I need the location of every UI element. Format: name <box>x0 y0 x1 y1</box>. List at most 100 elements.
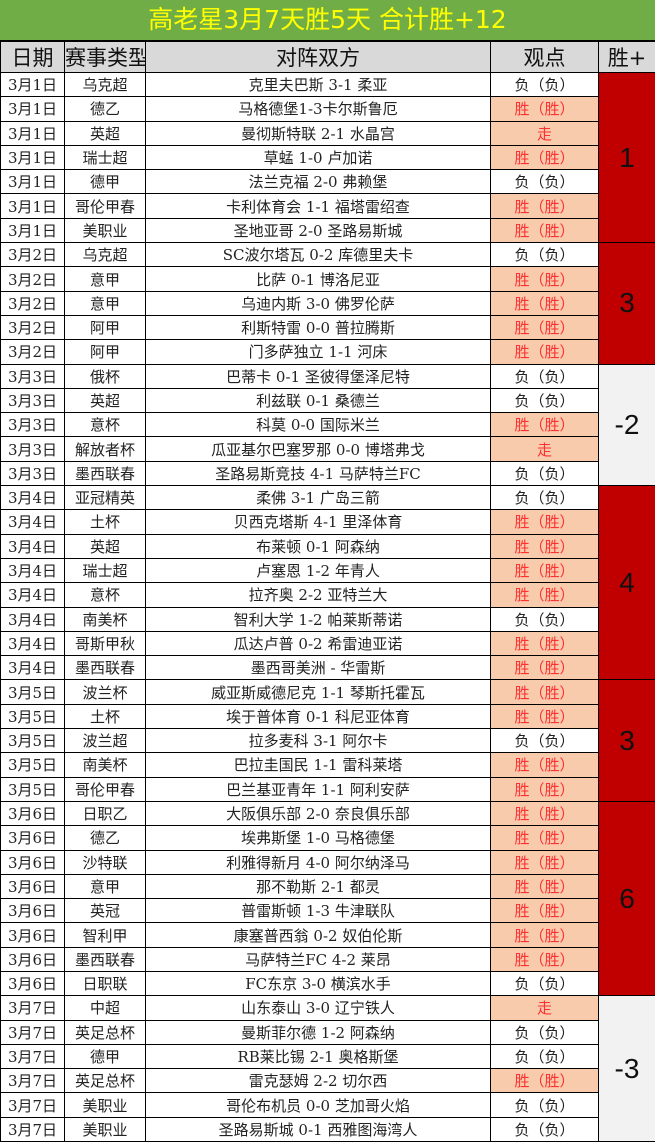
match-cell: 利斯特雷 0-0 普拉腾斯 <box>146 315 491 339</box>
match-cell: 圣路易斯竞技 4-1 马萨特兰FC <box>146 461 491 485</box>
pick-cell: 胜（胜） <box>491 680 599 704</box>
pick-cell: 负（负） <box>491 1044 599 1068</box>
date-cell: 3月6日 <box>1 947 65 971</box>
table-row: 3月6日日职乙大阪俱乐部 2-0 奈良俱乐部胜（胜）6 <box>1 801 655 825</box>
table-row: 3月6日意甲那不勒斯 2-1 都灵胜（胜） <box>1 874 655 898</box>
pick-cell: 胜（胜） <box>491 899 599 923</box>
pick-cell: 胜（胜） <box>491 583 599 607</box>
match-cell: FC东京 3-0 横滨水手 <box>146 971 491 995</box>
table-row: 3月4日土杯贝西克塔斯 4-1 里泽体育胜（胜） <box>1 510 655 534</box>
date-cell: 3月5日 <box>1 680 65 704</box>
table-row: 3月5日哥伦甲春巴兰基亚青年 1-1 阿利安萨胜（胜） <box>1 777 655 801</box>
pick-cell: 胜（胜） <box>491 145 599 169</box>
pick-cell: 负（负） <box>491 461 599 485</box>
league-cell: 智利甲 <box>65 923 146 947</box>
pick-cell: 胜（胜） <box>491 218 599 242</box>
league-cell: 墨西联春 <box>65 461 146 485</box>
match-cell: 布莱顿 0-1 阿森纳 <box>146 534 491 558</box>
pick-cell: 胜（胜） <box>491 923 599 947</box>
date-cell: 3月6日 <box>1 826 65 850</box>
match-cell: 草蜢 1-0 卢加诺 <box>146 145 491 169</box>
pick-cell: 胜（胜） <box>491 874 599 898</box>
table-row: 3月2日阿甲门多萨独立 1-1 河床胜（胜） <box>1 340 655 364</box>
league-cell: 哥斯甲秋 <box>65 631 146 655</box>
pick-cell: 胜（胜） <box>491 291 599 315</box>
pick-cell: 走 <box>491 121 599 145</box>
pick-cell: 胜（胜） <box>491 510 599 534</box>
table-row: 3月7日美职业圣路易斯城 0-1 西雅图海湾人负（负） <box>1 1117 655 1141</box>
league-cell: 波兰杯 <box>65 680 146 704</box>
league-cell: 哥伦甲春 <box>65 194 146 218</box>
table-row: 3月1日英超曼彻斯特联 2-1 水晶宫走 <box>1 121 655 145</box>
match-cell: 曼彻斯特联 2-1 水晶宫 <box>146 121 491 145</box>
date-cell: 3月6日 <box>1 801 65 825</box>
table-row: 3月7日英足总杯曼斯菲尔德 1-2 阿森纳负（负） <box>1 1020 655 1044</box>
day-total-cell: 3 <box>599 680 655 801</box>
pick-cell: 胜（胜） <box>491 558 599 582</box>
date-cell: 3月5日 <box>1 753 65 777</box>
table-row: 3月4日南美杯智利大学 1-2 帕莱斯蒂诺负（负） <box>1 607 655 631</box>
date-cell: 3月3日 <box>1 388 65 412</box>
league-cell: 英超 <box>65 534 146 558</box>
day-total-cell: -2 <box>599 364 655 485</box>
table-row: 3月6日智利甲康塞普西翁 0-2 奴伯伦斯胜（胜） <box>1 923 655 947</box>
table-row: 3月4日哥斯甲秋瓜达卢普 0-2 希雷迪亚诺胜（胜） <box>1 631 655 655</box>
league-cell: 土杯 <box>65 704 146 728</box>
match-cell: 那不勒斯 2-1 都灵 <box>146 874 491 898</box>
league-cell: 意杯 <box>65 583 146 607</box>
day-total-cell: 6 <box>599 801 655 995</box>
pick-cell: 胜（胜） <box>491 801 599 825</box>
pick-cell: 负（负） <box>491 486 599 510</box>
table-row: 3月5日波兰超拉多麦科 3-1 阿尔卡负（负） <box>1 729 655 753</box>
date-cell: 3月2日 <box>1 340 65 364</box>
pick-cell: 走 <box>491 996 599 1020</box>
match-cell: 门多萨独立 1-1 河床 <box>146 340 491 364</box>
match-cell: 乌迪内斯 3-0 佛罗伦萨 <box>146 291 491 315</box>
pick-cell: 负（负） <box>491 1117 599 1141</box>
match-cell: 智利大学 1-2 帕莱斯蒂诺 <box>146 607 491 631</box>
pick-cell: 胜（胜） <box>491 753 599 777</box>
table-row: 3月1日瑞士超草蜢 1-0 卢加诺胜（胜） <box>1 145 655 169</box>
date-cell: 3月4日 <box>1 631 65 655</box>
league-cell: 亚冠精英 <box>65 486 146 510</box>
match-cell: 马格德堡1-3卡尔斯鲁厄 <box>146 97 491 121</box>
league-cell: 中超 <box>65 996 146 1020</box>
league-cell: 德甲 <box>65 1044 146 1068</box>
pick-cell: 胜（胜） <box>491 947 599 971</box>
match-cell: 雷克瑟姆 2-2 切尔西 <box>146 1069 491 1093</box>
day-total-cell: 3 <box>599 243 655 364</box>
match-cell: 山东泰山 3-0 辽宁铁人 <box>146 996 491 1020</box>
header-match: 对阵双方 <box>146 42 491 73</box>
date-cell: 3月1日 <box>1 73 65 97</box>
header-league: 赛事类型 <box>65 42 146 73</box>
pick-cell: 负（负） <box>491 607 599 631</box>
league-cell: 南美杯 <box>65 753 146 777</box>
pick-cell: 负（负） <box>491 388 599 412</box>
table-row: 3月1日德乙马格德堡1-3卡尔斯鲁厄胜（胜） <box>1 97 655 121</box>
league-cell: 土杯 <box>65 510 146 534</box>
date-cell: 3月3日 <box>1 413 65 437</box>
league-cell: 意杯 <box>65 413 146 437</box>
match-cell: RB莱比锡 2-1 奥格斯堡 <box>146 1044 491 1068</box>
table-row: 3月5日波兰杯威亚斯威德尼克 1-1 琴斯托霍瓦胜（胜）3 <box>1 680 655 704</box>
sheet-title: 高老星3月7天胜5天 合计胜+12 <box>0 0 655 41</box>
pick-cell: 负（负） <box>491 73 599 97</box>
results-table: 日期 赛事类型 对阵双方 观点 胜+ 3月1日乌克超克里夫巴斯 3-1 柔亚负（… <box>0 41 655 1142</box>
table-row: 3月3日解放者杯瓜亚基尔巴塞罗那 0-0 博塔弗戈走 <box>1 437 655 461</box>
date-cell: 3月7日 <box>1 996 65 1020</box>
pick-cell: 胜（胜） <box>491 826 599 850</box>
table-row: 3月4日英超布莱顿 0-1 阿森纳胜（胜） <box>1 534 655 558</box>
date-cell: 3月4日 <box>1 558 65 582</box>
match-cell: SC波尔塔瓦 0-2 库德里夫卡 <box>146 243 491 267</box>
date-cell: 3月6日 <box>1 874 65 898</box>
table-row: 3月7日美职业哥伦布机员 0-0 芝加哥火焰负（负） <box>1 1093 655 1117</box>
pick-cell: 胜（胜） <box>491 850 599 874</box>
date-cell: 3月4日 <box>1 583 65 607</box>
league-cell: 墨西联春 <box>65 947 146 971</box>
table-row: 3月1日德甲法兰克福 2-0 弗赖堡负（负） <box>1 170 655 194</box>
pick-cell: 胜（胜） <box>491 413 599 437</box>
match-cell: 埃弗斯堡 1-0 马格德堡 <box>146 826 491 850</box>
table-row: 3月6日德乙埃弗斯堡 1-0 马格德堡胜（胜） <box>1 826 655 850</box>
day-total-cell: 1 <box>599 73 655 243</box>
